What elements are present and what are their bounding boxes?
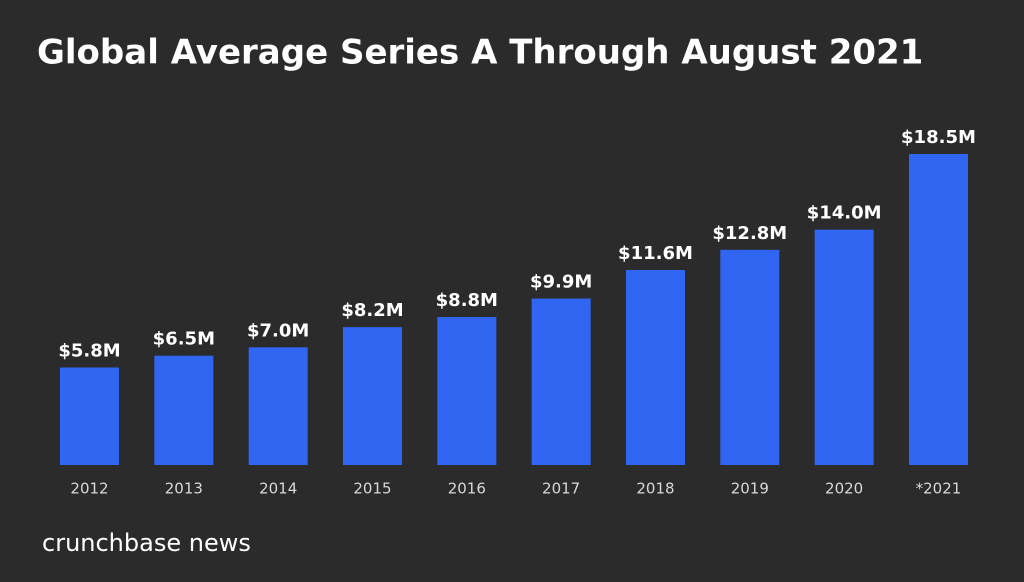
value-label: $11.6M: [618, 243, 693, 264]
x-tick-label: 2012: [70, 480, 108, 498]
x-tick-label: 2013: [165, 480, 203, 498]
x-tick-label: 2020: [825, 480, 863, 498]
bar: [248, 347, 308, 465]
chart-title: Global Average Series A Through August 2…: [37, 33, 923, 73]
value-label: $8.2M: [341, 300, 403, 321]
bar: [625, 269, 685, 465]
value-label: $14.0M: [807, 203, 882, 224]
value-label: $7.0M: [247, 320, 309, 341]
value-label: $5.8M: [58, 340, 120, 361]
value-label: $6.5M: [153, 329, 215, 350]
value-label: $12.8M: [712, 223, 787, 244]
x-tick-label: 2017: [542, 480, 580, 498]
bar: [154, 355, 214, 465]
brand-logo: crunchbase news: [42, 529, 251, 557]
x-tick-label: 2016: [448, 480, 486, 498]
x-tick-label: 2015: [353, 480, 391, 498]
value-label: $8.8M: [436, 290, 498, 311]
bar: [342, 327, 402, 465]
bar: [720, 249, 780, 465]
x-tick-label: *2021: [916, 480, 962, 498]
x-tick-label: 2018: [636, 480, 674, 498]
bar: [814, 229, 874, 465]
bar: [531, 298, 591, 465]
bar: [437, 317, 497, 465]
x-tick-label: 2019: [731, 480, 769, 498]
x-tick-label: 2014: [259, 480, 297, 498]
bar: [60, 367, 119, 465]
value-label: $18.5M: [901, 127, 976, 148]
value-label: $9.9M: [530, 272, 592, 293]
bar: [908, 154, 968, 465]
